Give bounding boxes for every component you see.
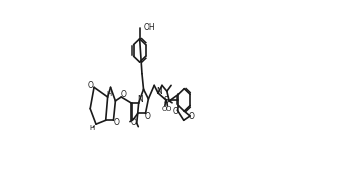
Text: N: N: [156, 87, 162, 96]
Text: N: N: [137, 95, 143, 104]
Text: O: O: [88, 81, 94, 90]
Text: OH: OH: [143, 23, 155, 32]
Text: O: O: [162, 106, 167, 112]
Text: O: O: [130, 118, 136, 127]
Text: H: H: [106, 91, 111, 97]
Text: H: H: [89, 125, 95, 131]
Text: O: O: [166, 106, 172, 112]
Text: O: O: [144, 112, 150, 121]
Text: O: O: [173, 107, 178, 116]
Text: O: O: [114, 118, 120, 127]
Text: O: O: [189, 113, 195, 121]
Text: O: O: [120, 90, 126, 99]
Text: S: S: [164, 96, 169, 105]
